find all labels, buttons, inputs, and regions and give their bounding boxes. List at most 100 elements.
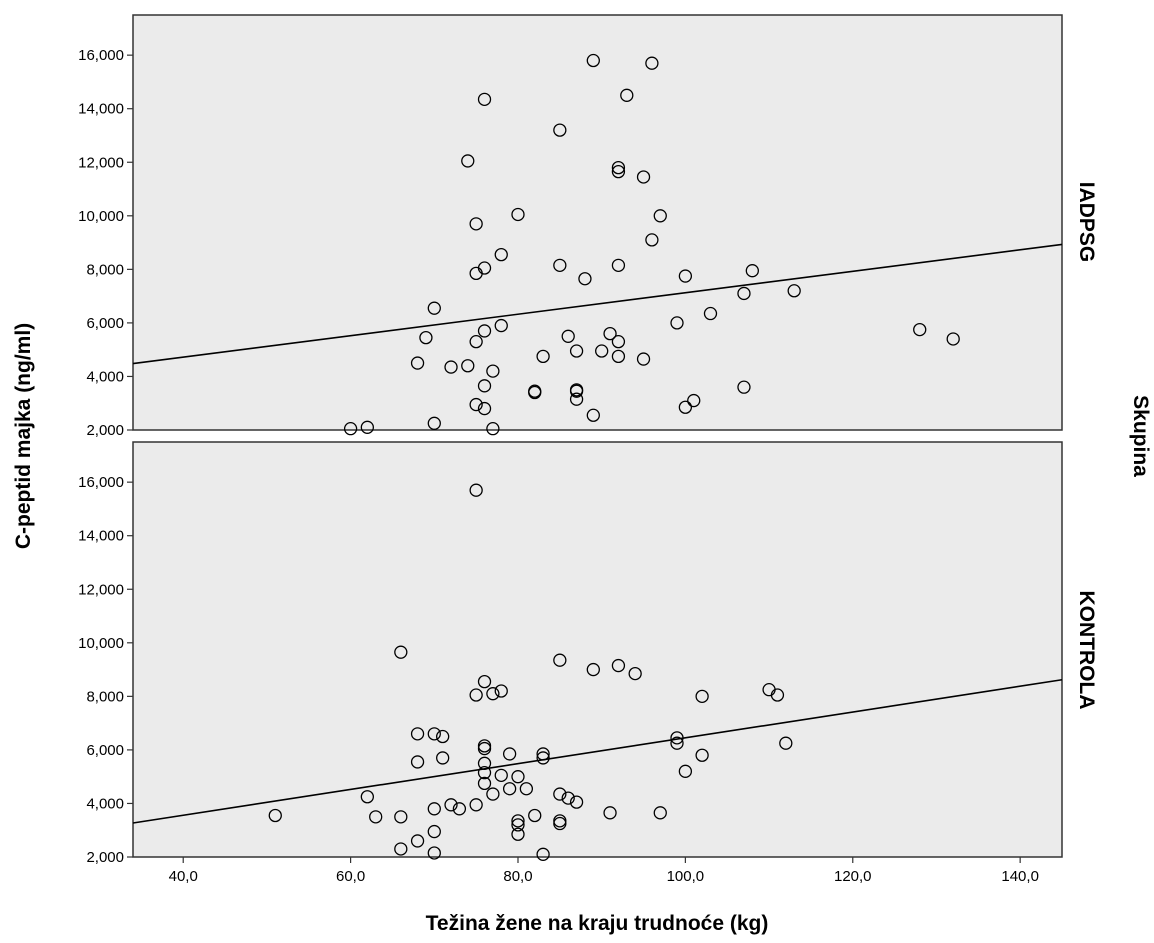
x-tick-label: 60,0 (336, 868, 365, 885)
panel-title-kontrola: KONTROLA (1075, 591, 1098, 710)
x-tick-label: 80,0 (503, 868, 532, 885)
data-point (603, 326, 617, 341)
data-point (494, 318, 508, 333)
data-point (595, 344, 609, 358)
data-point (410, 834, 425, 848)
y-tick-label: 8,000 (86, 261, 124, 278)
data-point (519, 782, 534, 796)
y-tick-label: 8,000 (86, 688, 124, 705)
facet-title: Skupina (1129, 395, 1152, 477)
data-point (611, 334, 626, 349)
data-point (611, 658, 626, 673)
data-point (394, 645, 408, 659)
data-point (511, 814, 525, 828)
data-point (561, 791, 575, 805)
data-point (419, 330, 433, 345)
data-point (511, 827, 525, 841)
x-tick-label: 100,0 (667, 868, 705, 885)
data-point (477, 766, 492, 780)
data-point (745, 264, 759, 278)
data-point (461, 359, 475, 373)
data-point (436, 751, 450, 765)
y-tick-label: 10,000 (78, 635, 124, 652)
data-point (486, 422, 500, 436)
y-axis-title: C-peptid majka (ng/ml) (12, 323, 35, 549)
data-point (636, 170, 651, 184)
data-point (536, 751, 550, 765)
data-point (469, 266, 483, 281)
data-point (494, 768, 508, 782)
data-point (653, 209, 667, 223)
data-point (670, 736, 684, 750)
data-point (569, 795, 584, 809)
panel-bg-iadpsg (132, 14, 1063, 431)
data-point (511, 207, 525, 222)
data-point (536, 847, 550, 861)
data-point (645, 233, 659, 247)
data-point (528, 384, 542, 398)
y-tick-label: 6,000 (86, 315, 124, 332)
data-point (511, 770, 525, 784)
y-tick-label: 12,000 (78, 581, 124, 598)
data-point (486, 364, 500, 378)
data-point (787, 284, 801, 298)
x-tick-label: 140,0 (1001, 868, 1039, 885)
data-point (477, 756, 492, 770)
data-point (687, 393, 701, 408)
data-point (469, 334, 483, 349)
y-tick-label: 16,000 (78, 47, 124, 64)
data-point (536, 747, 550, 761)
axis-ticks: 2,000 4,000 6,000 8,000 10,000 12,000 14,000 16… (78, 47, 1039, 885)
data-point (436, 729, 450, 744)
data-point (427, 727, 441, 741)
data-point (486, 787, 500, 801)
data-point (586, 662, 600, 677)
data-point (946, 332, 960, 346)
data-point (528, 808, 542, 823)
data-point (477, 401, 492, 416)
y-tick-label: 16,000 (78, 474, 124, 491)
data-point (427, 846, 441, 860)
data-point (410, 727, 425, 741)
data-point (611, 160, 626, 175)
data-point (494, 684, 508, 698)
data-point (586, 408, 600, 422)
data-point (427, 802, 441, 816)
data-point (653, 806, 667, 820)
fit-line-kontrola (132, 678, 1063, 824)
data-point (737, 286, 751, 301)
y-tick-label: 14,000 (78, 528, 124, 545)
data-point (477, 324, 492, 338)
data-point (670, 731, 684, 745)
data-point (343, 422, 358, 436)
data-point (469, 798, 483, 812)
y-tick-label: 6,000 (86, 742, 124, 759)
data-point (469, 688, 483, 702)
data-point (461, 154, 475, 168)
data-point (678, 764, 693, 778)
data-point (486, 687, 500, 701)
data-point (360, 790, 374, 804)
data-point (360, 420, 374, 434)
y-tick-label: 12,000 (78, 154, 124, 171)
data-point (611, 258, 626, 272)
data-point (569, 344, 584, 358)
data-point (569, 392, 584, 406)
data-point (444, 360, 458, 374)
data-point (494, 247, 508, 262)
data-point (553, 816, 567, 831)
data-point (427, 416, 441, 430)
data-point (611, 164, 626, 179)
data-point (394, 810, 408, 824)
data-point (553, 123, 567, 137)
data-point (477, 674, 492, 689)
data-point (477, 379, 492, 393)
data-point (502, 747, 517, 761)
y-tick-label: 4,000 (86, 795, 124, 812)
data-point (427, 301, 441, 315)
data-point (678, 269, 693, 283)
y-tick-label: 4,000 (86, 368, 124, 385)
data-point (737, 380, 751, 394)
data-point (553, 653, 567, 667)
data-point (703, 306, 718, 321)
